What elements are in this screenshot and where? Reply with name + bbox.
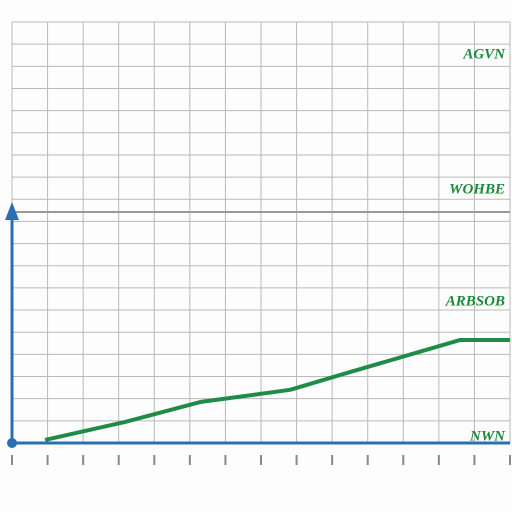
data-line <box>44 337 510 442</box>
origin-dot <box>7 438 17 448</box>
annotation: AGVN <box>462 46 506 62</box>
grid <box>11 21 511 465</box>
annotation: WOHBE <box>449 181 505 197</box>
y-axis-arrow <box>5 202 19 220</box>
annotation: ARBSOB <box>445 293 505 309</box>
annotation: NWN <box>469 428 506 444</box>
plot: AGVN WOHBE ARBSOB NWN <box>44 46 510 444</box>
